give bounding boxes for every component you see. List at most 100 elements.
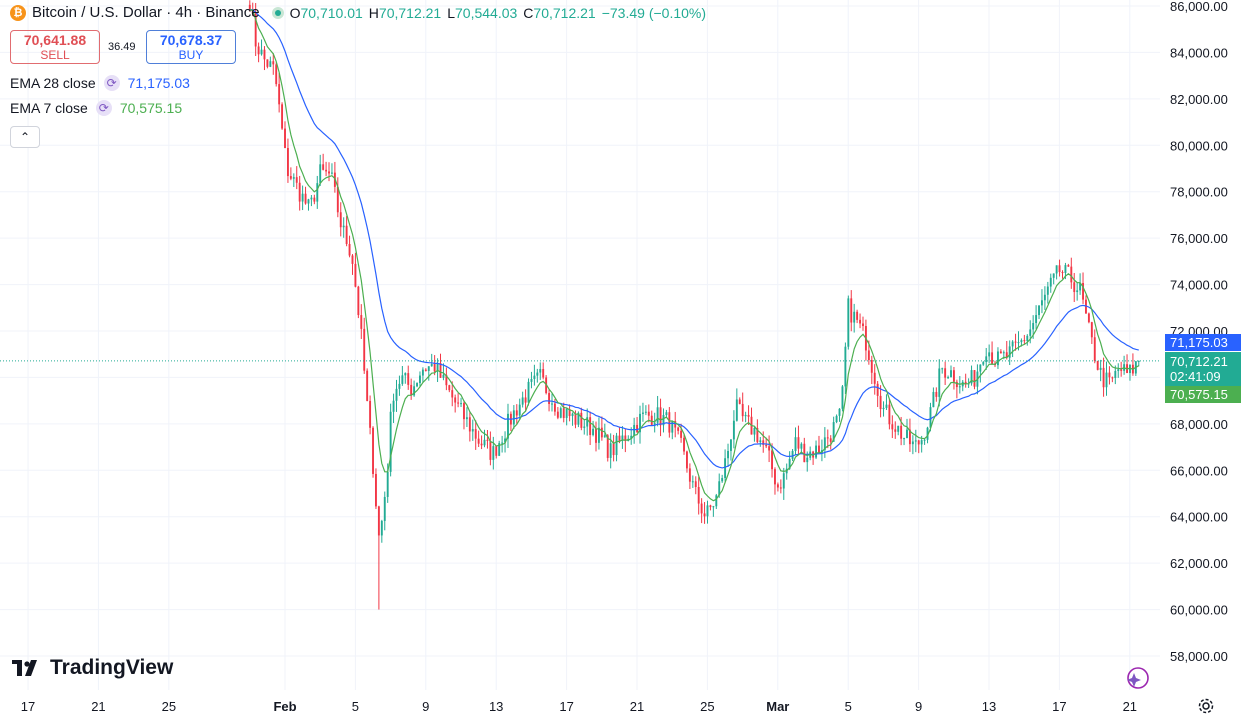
date-tick-label: 21: [630, 699, 644, 714]
candle-body: [712, 506, 715, 508]
candle-body: [489, 440, 492, 460]
refresh-icon[interactable]: ⟳: [95, 100, 112, 116]
candle-body: [571, 413, 574, 417]
candle-body: [788, 458, 791, 469]
candle-body: [633, 424, 636, 436]
candle-body: [791, 450, 794, 459]
candle-body: [1111, 377, 1114, 379]
candle-body: [292, 177, 295, 179]
candle-body: [991, 352, 994, 364]
candle-body: [533, 375, 536, 380]
candle-body: [958, 386, 961, 388]
candle-body: [433, 363, 436, 372]
candle-body: [850, 298, 853, 323]
candle-body: [876, 383, 879, 396]
candle-body: [908, 429, 911, 445]
buy-price: 70,678.37: [159, 32, 223, 48]
candle-body: [339, 212, 342, 228]
low-key: L: [447, 4, 455, 21]
candle-body: [1038, 305, 1040, 316]
price-axis[interactable]: 86,000.00 84,000.00 82,000.00 80,000.00 78,0…: [1170, 0, 1228, 664]
last-price-value: 70,712.21: [1170, 354, 1228, 369]
date-tick-label: 13: [489, 699, 503, 714]
date-tick-label: 5: [352, 699, 359, 714]
candle-body: [463, 403, 465, 420]
candle-body: [1035, 315, 1038, 324]
gear-icon[interactable]: [1197, 697, 1215, 715]
candle-body: [762, 440, 765, 445]
candle-body: [430, 363, 433, 367]
buy-label: BUY: [178, 48, 204, 62]
price-tick-label: 64,000.00: [1170, 510, 1228, 525]
candle-body: [911, 441, 914, 445]
candle-body: [307, 199, 310, 204]
buy-button[interactable]: 70,678.37 BUY: [146, 30, 236, 64]
date-tick-label: Feb: [273, 699, 296, 714]
candle-body: [688, 468, 691, 482]
candle-body: [674, 421, 677, 428]
candle-body: [416, 383, 418, 387]
candle-body: [559, 408, 562, 418]
refresh-icon[interactable]: ⟳: [103, 75, 120, 91]
candle-body: [650, 415, 653, 425]
candle-body: [454, 397, 457, 403]
change-value: −73.49 (−0.10%): [601, 4, 707, 21]
candle-body: [407, 373, 410, 385]
symbol-title[interactable]: Bitcoin / U.S. Dollar · 4h · Binance: [32, 4, 260, 21]
collapse-legend-button[interactable]: ⌃: [10, 126, 40, 148]
candle-body: [269, 61, 272, 67]
chart-grid: [0, 0, 1160, 690]
open-value: 70,710.01: [300, 4, 363, 21]
market-status-icon[interactable]: [271, 6, 284, 19]
candle-body: [996, 351, 999, 366]
candle-body: [468, 417, 471, 432]
date-tick-label: 25: [700, 699, 714, 714]
candle-body: [507, 413, 509, 439]
candle-body: [738, 399, 741, 404]
candle-body: [377, 506, 380, 536]
candle-body: [779, 487, 782, 489]
candle-body: [460, 403, 462, 405]
candle-body: [580, 412, 583, 428]
candle-body: [1102, 367, 1105, 388]
candle-body: [281, 104, 284, 129]
sell-button[interactable]: 70,641.88 SELL: [10, 30, 100, 64]
candle-body: [1052, 273, 1055, 278]
candle-body: [832, 422, 835, 442]
candle-body: [644, 411, 647, 413]
candle-body: [894, 429, 897, 432]
candle-body: [641, 412, 644, 414]
candle-body: [345, 225, 348, 245]
time-axis[interactable]: 17 21 25 Feb 5 9 13 17 21 25 Mar 5 9 13 17 21: [21, 699, 1137, 714]
candle-body: [586, 417, 589, 427]
candle-body: [284, 128, 286, 149]
ema-28-price-tag: 71,175.03: [1165, 334, 1241, 351]
candle-body: [551, 403, 553, 405]
candle-body: [272, 61, 275, 65]
candle-body: [847, 298, 850, 347]
price-tick-label: 76,000.00: [1170, 231, 1228, 246]
candle-body: [330, 172, 333, 174]
sparkle-icon[interactable]: [1122, 666, 1150, 690]
indicator-ema-7[interactable]: EMA 7 close ⟳ 70,575.15: [10, 100, 182, 116]
candle-body: [985, 356, 988, 363]
candle-body: [1114, 370, 1117, 378]
candle-body: [756, 427, 759, 443]
candle-body: [906, 429, 908, 439]
candle-body: [606, 435, 609, 458]
candle-body: [1029, 329, 1032, 336]
candle-body: [806, 457, 809, 463]
indicator-ema-28[interactable]: EMA 28 close ⟳ 71,175.03: [10, 75, 190, 91]
candle-body: [735, 399, 738, 421]
candle-body: [592, 428, 595, 435]
candle-body: [1058, 265, 1061, 273]
candle-body: [1082, 282, 1084, 300]
candle-body: [636, 424, 639, 433]
candle-body: [879, 395, 882, 410]
candle-body: [727, 450, 729, 459]
candle-body: [741, 403, 744, 417]
date-tick-label: 5: [845, 699, 852, 714]
tradingview-logo[interactable]: TradingView: [12, 656, 173, 680]
candle-body: [744, 414, 747, 417]
